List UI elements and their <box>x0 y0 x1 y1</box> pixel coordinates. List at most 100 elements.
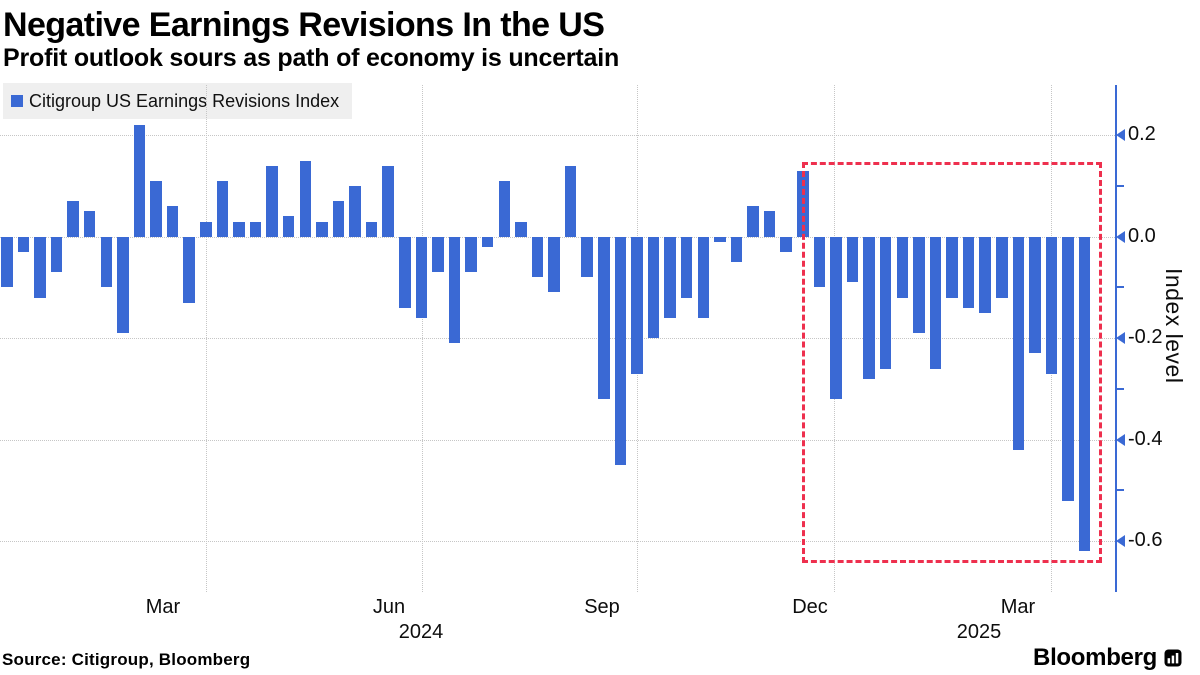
bar <box>697 236 709 318</box>
gridline-horizontal <box>0 338 1115 340</box>
bar <box>1045 236 1058 374</box>
bar <box>133 125 146 237</box>
legend: Citigroup US Earnings Revisions Index <box>3 83 352 119</box>
bar <box>996 236 1008 298</box>
legend-label: Citigroup US Earnings Revisions Index <box>29 90 340 111</box>
bar <box>946 236 958 298</box>
bar <box>846 236 859 283</box>
y-axis-tick <box>1116 535 1125 548</box>
bloomberg-terminal-icon <box>1164 649 1182 667</box>
bar <box>614 236 627 466</box>
bar <box>1012 236 1025 450</box>
bar <box>498 180 510 237</box>
bar <box>332 201 345 237</box>
bar <box>747 206 759 237</box>
bar <box>598 236 610 400</box>
y-axis-tick-label: -0.4 <box>1128 427 1163 450</box>
bar <box>1078 236 1091 552</box>
y-axis-tick-label: 0.0 <box>1128 224 1156 247</box>
bar <box>1029 236 1041 354</box>
y-axis-minor-tick <box>1116 387 1124 390</box>
x-axis-year-label: 2025 <box>956 621 1002 643</box>
gridline-horizontal <box>0 135 1115 137</box>
bar <box>913 236 925 334</box>
x-axis-month-label: Dec <box>792 596 828 618</box>
y-axis-tick <box>1116 433 1125 446</box>
plot-area: 0.2 0.0 -0.2 -0.4 -0.6 <box>0 85 1200 592</box>
bloomberg-wordmark: Bloomberg <box>1033 644 1157 671</box>
bar <box>67 201 79 237</box>
bar <box>100 236 112 288</box>
bar <box>564 165 577 237</box>
bar <box>830 236 842 400</box>
bar <box>664 236 676 318</box>
bar <box>183 236 195 303</box>
bar <box>879 236 892 369</box>
bar <box>249 221 262 237</box>
bar <box>465 236 477 273</box>
y-axis-title: Index level <box>1161 268 1187 384</box>
bar <box>548 236 560 293</box>
gridline-horizontal <box>0 541 1115 543</box>
y-axis-tick <box>1116 129 1125 142</box>
bar <box>448 236 461 344</box>
bar <box>399 236 411 308</box>
bar <box>365 221 378 237</box>
x-axis-month-label: Sep <box>584 596 620 618</box>
y-axis-minor-tick <box>1116 489 1124 492</box>
bar <box>282 216 295 237</box>
bar <box>962 236 975 308</box>
legend-swatch-icon <box>11 95 23 107</box>
bar <box>150 180 162 237</box>
bar <box>763 211 776 237</box>
x-axis-month-label: Mar <box>1000 596 1036 618</box>
y-axis-minor-tick <box>1116 286 1124 289</box>
bar <box>680 236 693 298</box>
bar <box>780 236 792 252</box>
bar <box>714 236 726 242</box>
bar <box>581 236 593 278</box>
y-axis-tick-label: -0.6 <box>1128 529 1163 552</box>
bar <box>929 236 942 369</box>
y-axis-tick-label: 0.2 <box>1128 123 1156 146</box>
x-axis-year-label: 2024 <box>398 621 444 643</box>
bar <box>233 221 245 237</box>
chart-title: Negative Earnings Revisions In the US <box>3 6 605 44</box>
bar <box>117 236 129 334</box>
bar <box>631 236 643 374</box>
bar <box>647 236 660 339</box>
bar <box>531 236 544 278</box>
bar <box>863 236 875 379</box>
bar <box>481 236 494 247</box>
highlight-region-box <box>802 162 1102 563</box>
bar <box>34 236 46 298</box>
bar <box>17 236 30 252</box>
chart-subtitle: Profit outlook sours as path of economy … <box>3 44 620 72</box>
bar <box>1 236 13 288</box>
bloomberg-logo: Bloomberg <box>1033 644 1182 672</box>
bar <box>299 160 311 237</box>
bar <box>216 180 229 237</box>
bar <box>382 165 394 237</box>
bar <box>83 211 96 237</box>
bar <box>432 236 444 273</box>
y-axis-tick <box>1116 332 1125 345</box>
source-credit: Source: Citigroup, Bloomberg <box>2 650 251 669</box>
bar <box>316 221 328 237</box>
bar <box>979 236 991 313</box>
y-axis-tick <box>1116 230 1125 243</box>
bar <box>166 206 179 237</box>
bar <box>266 165 278 237</box>
bar <box>1062 236 1074 501</box>
y-axis-tick-label: -0.2 <box>1128 326 1163 349</box>
bar <box>415 236 428 318</box>
bar <box>200 221 212 237</box>
bar <box>515 221 527 237</box>
bar <box>349 185 361 237</box>
bar <box>730 236 743 263</box>
x-axis-month-label: Jun <box>372 596 406 618</box>
bar <box>813 236 826 288</box>
x-axis-month-label: Mar <box>145 596 181 618</box>
y-axis-minor-tick <box>1116 184 1124 187</box>
